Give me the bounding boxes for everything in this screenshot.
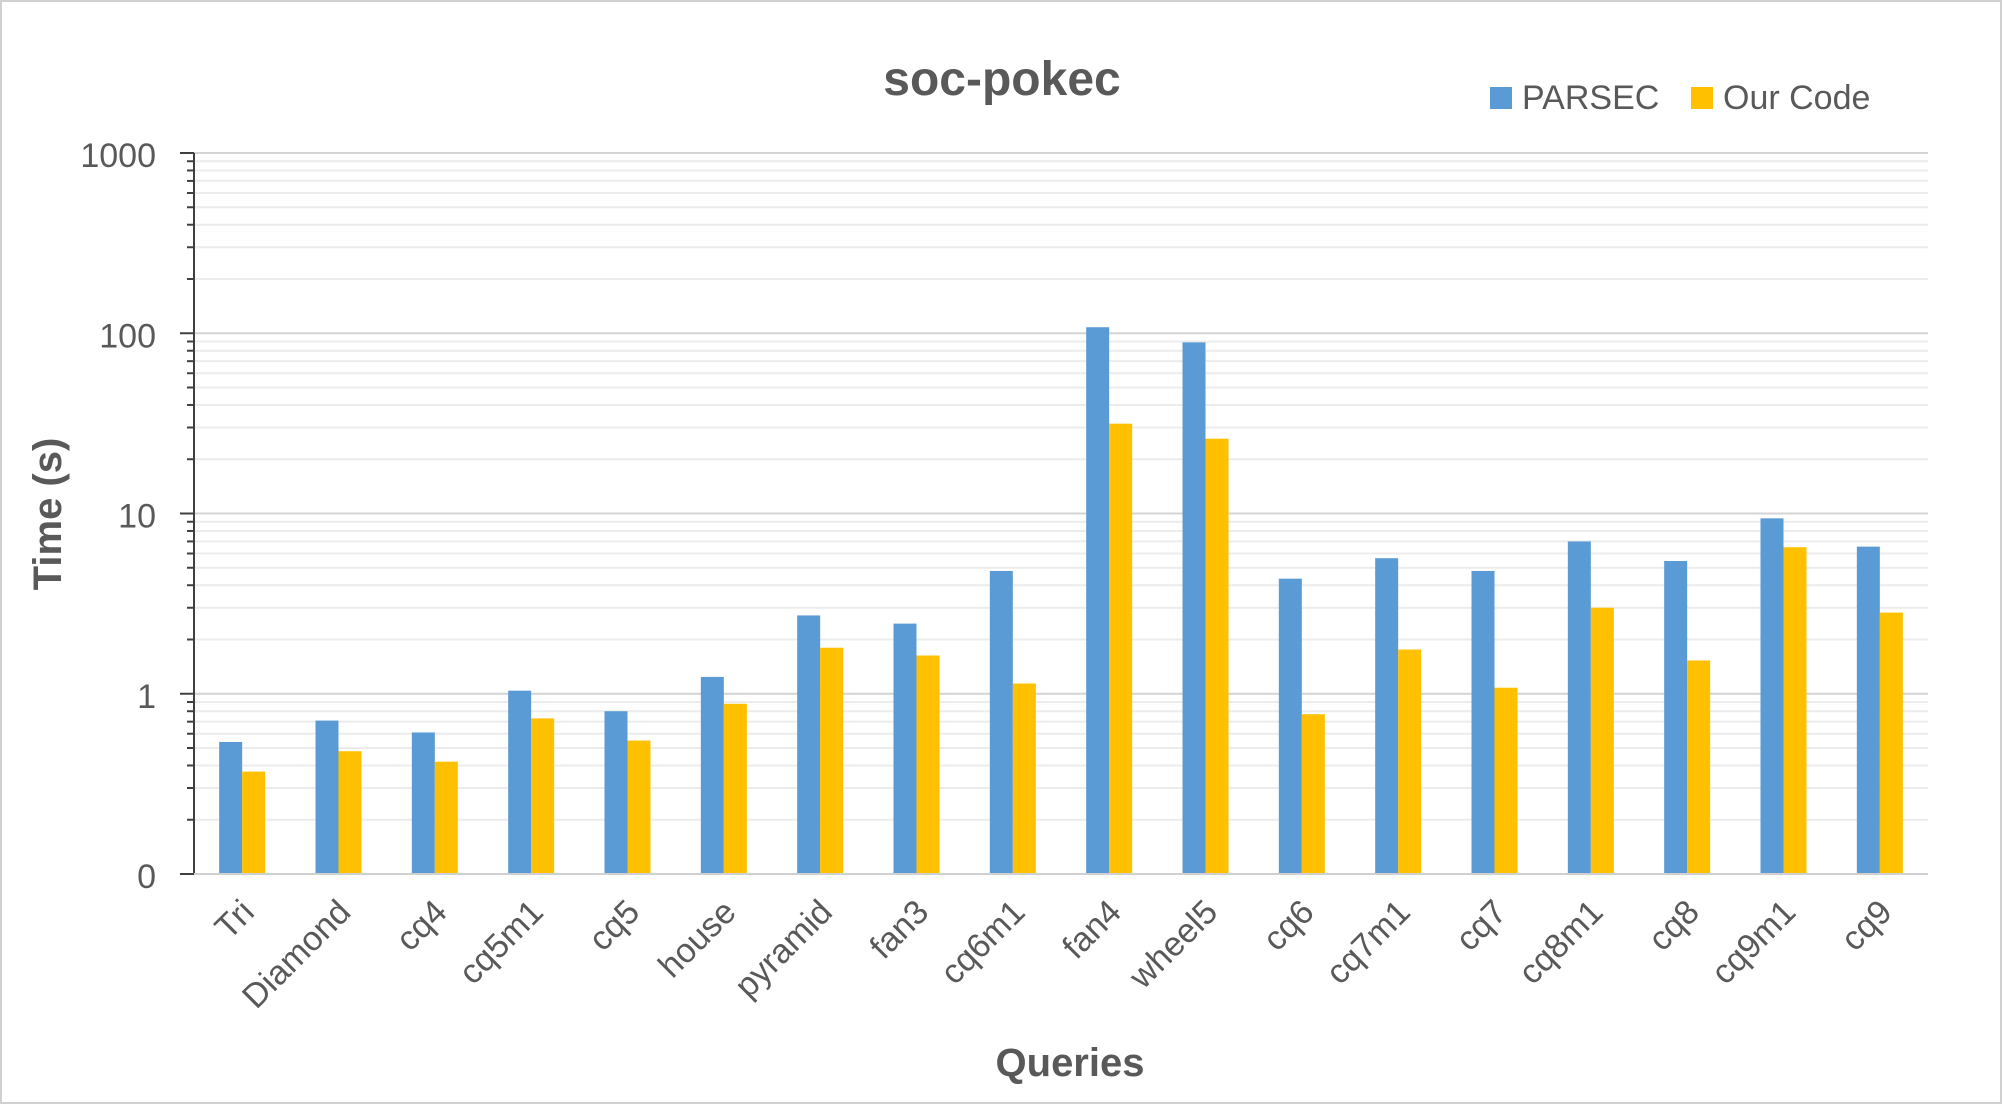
y-tick-label: 10 [118, 498, 156, 536]
bar-our-code-cq5m1 [531, 718, 555, 874]
x-tick-label: pyramid [727, 893, 839, 1005]
bar-parsec-cq4 [411, 732, 435, 874]
y-tick-label: 100 [99, 317, 156, 355]
bar-our-code-tri [242, 771, 266, 874]
bar-our-code-cq6m1 [1012, 683, 1036, 874]
bar-parsec-cq5 [604, 711, 628, 874]
y-axis-label: Time (s) [26, 438, 70, 591]
bar-our-code-cq7 [1494, 687, 1518, 874]
bar-parsec-fan3 [893, 623, 917, 874]
gridlines [194, 152, 1928, 821]
bar-parsec-cq8m1 [1567, 541, 1591, 874]
bar-our-code-cq9m1 [1783, 547, 1807, 874]
bar-parsec-house [700, 676, 724, 874]
x-tick-label: cq7 [1449, 893, 1515, 959]
bar-our-code-house [723, 703, 747, 874]
bar-our-code-cq8 [1687, 660, 1711, 874]
x-tick-label: cq5 [582, 893, 648, 959]
bar-parsec-cq8 [1664, 561, 1688, 874]
legend-label-our-code: Our Code [1723, 79, 1870, 117]
x-tick-label: wheel5 [1121, 893, 1225, 997]
legend-label-parsec: PARSEC [1522, 79, 1659, 117]
x-tick-label: house [651, 893, 743, 985]
x-tick-label: cq6m1 [933, 893, 1032, 992]
bar-our-code-cq8m1 [1590, 607, 1614, 874]
bar-our-code-pyramid [820, 647, 844, 874]
x-tick-label: fan4 [1055, 893, 1129, 967]
y-tick-label: 1 [137, 678, 156, 716]
x-tick-label: cq8m1 [1511, 893, 1610, 992]
x-tick-label: cq9m1 [1704, 893, 1803, 992]
bar-our-code-wheel5 [1205, 438, 1229, 874]
x-tick-label: fan3 [862, 893, 936, 967]
bar-our-code-cq9 [1879, 612, 1903, 874]
legend-swatch-parsec [1490, 87, 1512, 109]
bar-parsec-fan4 [1086, 327, 1110, 875]
x-tick-label: cq9 [1834, 893, 1900, 959]
x-tick-label: cq8 [1641, 893, 1707, 959]
y-tick-label: 0 [137, 858, 156, 896]
bar-parsec-cq9m1 [1760, 518, 1784, 874]
legend-swatch-our-code [1691, 87, 1713, 109]
bar-our-code-fan3 [916, 655, 940, 874]
bar-parsec-cq6 [1278, 578, 1302, 874]
x-tick-label: Diamond [235, 893, 358, 1016]
x-tick-label: Tri [208, 893, 262, 947]
legend: PARSEC Our Code [1490, 79, 1870, 117]
bars [219, 327, 1903, 875]
bar-parsec-cq9 [1856, 546, 1880, 874]
bar-parsec-cq7 [1471, 570, 1495, 874]
x-tick-label: cq5m1 [452, 893, 551, 992]
chart-title: soc-pokec [883, 53, 1120, 106]
bar-parsec-cq6m1 [989, 570, 1013, 874]
x-tick-label: cq7m1 [1319, 893, 1418, 992]
x-axis-label: Queries [996, 1041, 1145, 1085]
bar-parsec-cq7m1 [1375, 558, 1399, 874]
bar-parsec-wheel5 [1182, 342, 1206, 874]
bar-our-code-cq5 [627, 740, 651, 874]
bar-our-code-cq4 [434, 761, 458, 874]
y-tick-label: 1000 [80, 137, 156, 175]
bar-parsec-tri [219, 741, 243, 874]
bar-our-code-cq7m1 [1398, 649, 1422, 874]
bar-our-code-fan4 [1109, 423, 1133, 874]
x-tick-label: cq4 [389, 893, 455, 959]
x-tick-label: cq6 [1256, 893, 1322, 959]
bar-our-code-diamond [338, 751, 362, 874]
bar-our-code-cq6 [1301, 714, 1325, 874]
bar-parsec-cq5m1 [508, 690, 532, 874]
bar-parsec-diamond [315, 720, 339, 874]
bar-parsec-pyramid [797, 615, 821, 874]
